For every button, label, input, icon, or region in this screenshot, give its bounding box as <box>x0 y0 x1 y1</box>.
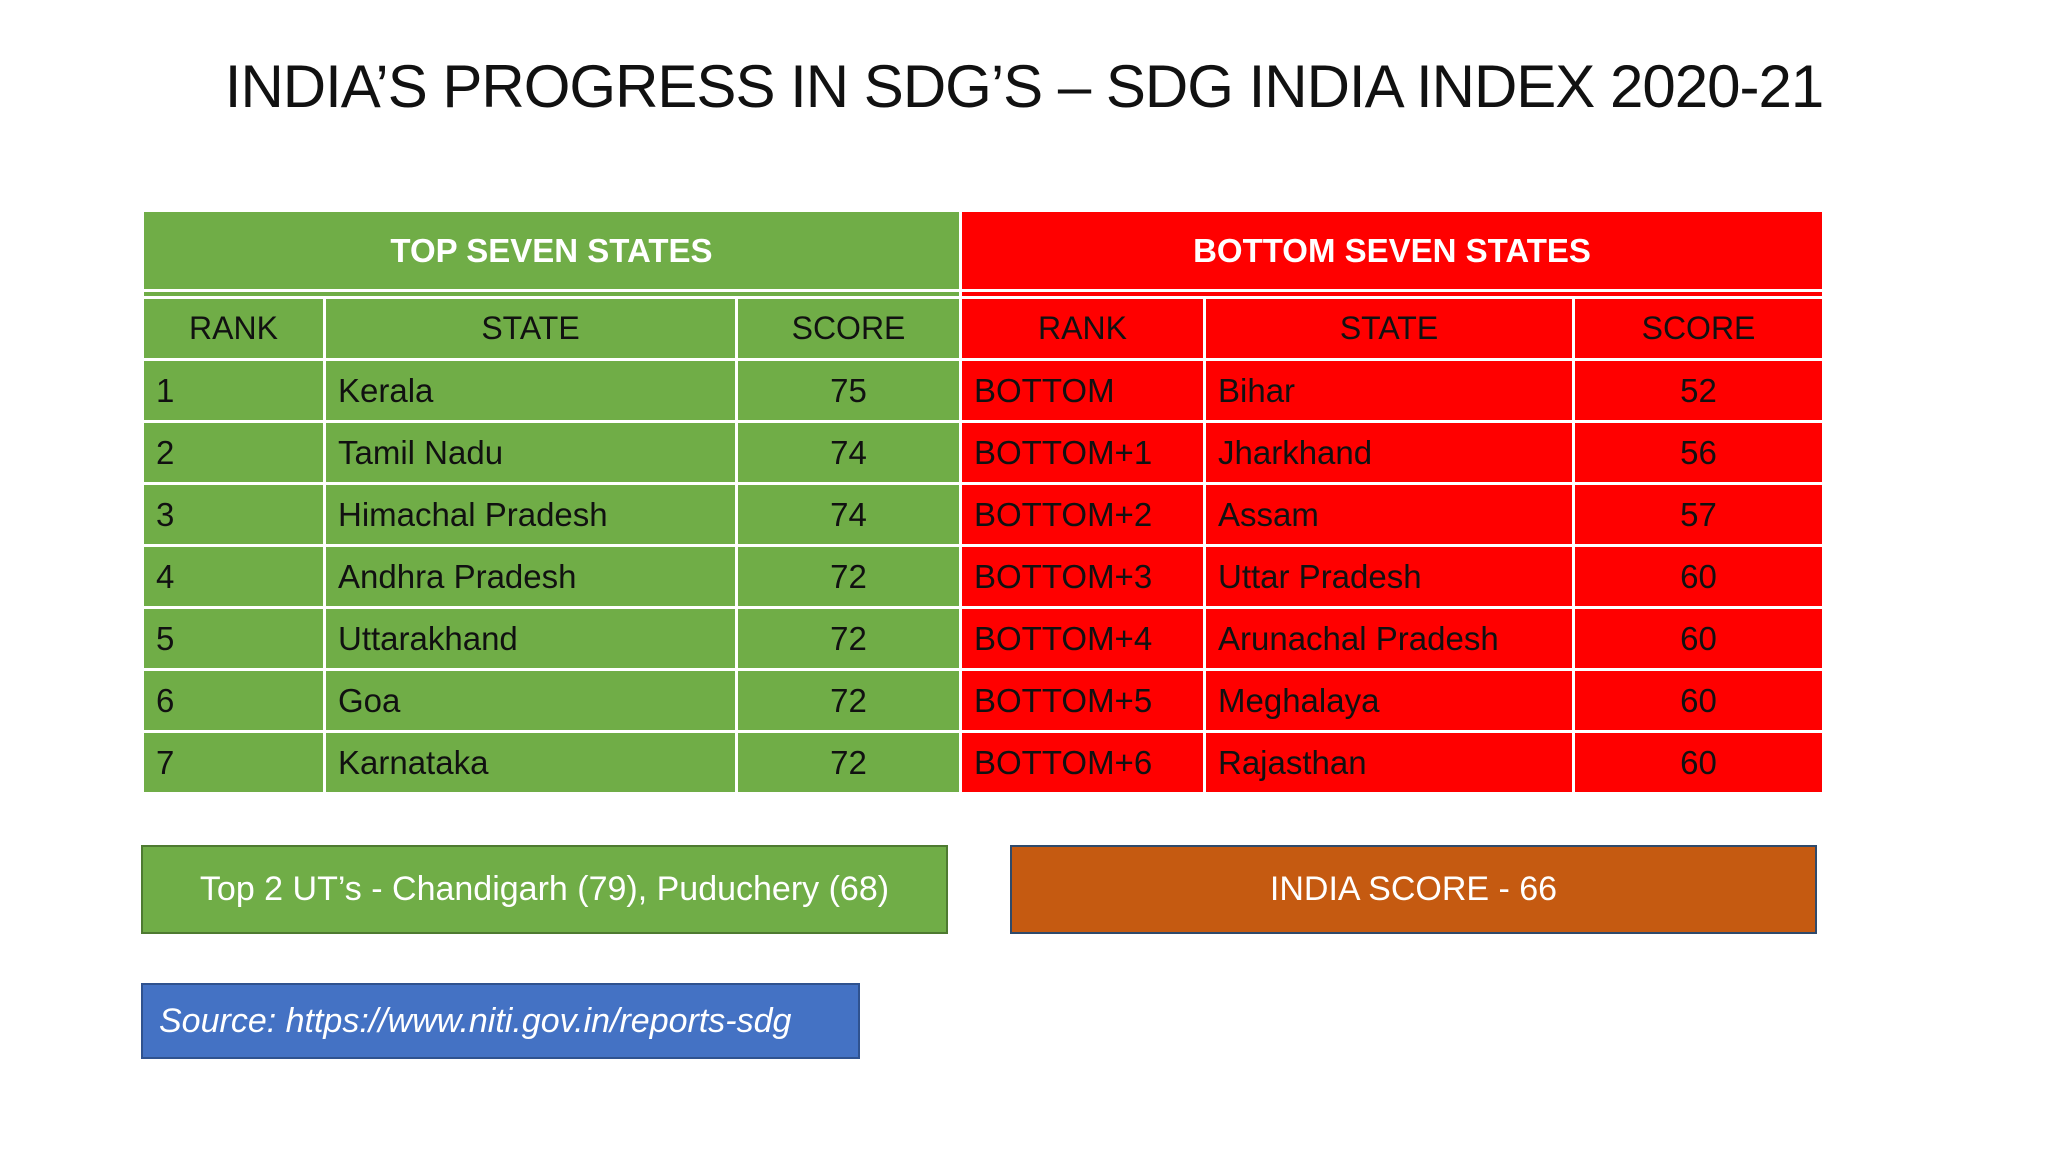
table-row: 6 Goa 72 BOTTOM+5 Meghalaya 60 <box>141 668 1825 733</box>
bottom-col-score: SCORE <box>1572 296 1825 361</box>
india-score-box: INDIA SCORE - 66 <box>1010 845 1817 934</box>
table-row: 5 Uttarakhand 72 BOTTOM+4 Arunachal Prad… <box>141 606 1825 671</box>
top-rank-cell: 4 <box>141 544 326 609</box>
bottom-score-cell: 56 <box>1572 420 1825 485</box>
table-row: 1 Kerala 75 BOTTOM Bihar 52 <box>141 358 1825 423</box>
bottom-col-state: STATE <box>1203 296 1575 361</box>
table-row: 7 Karnataka 72 BOTTOM+6 Rajasthan 60 <box>141 730 1825 795</box>
table-row: 4 Andhra Pradesh 72 BOTTOM+3 Uttar Prade… <box>141 544 1825 609</box>
bottom-score-cell: 60 <box>1572 730 1825 795</box>
top-state-cell: Himachal Pradesh <box>323 482 738 547</box>
top-col-score: SCORE <box>735 296 962 361</box>
bottom-state-cell: Arunachal Pradesh <box>1203 606 1575 671</box>
top-seven-heading: TOP SEVEN STATES <box>141 209 962 292</box>
top-state-cell: Kerala <box>323 358 738 423</box>
bottom-rank-cell: BOTTOM+3 <box>959 544 1206 609</box>
bottom-state-cell: Uttar Pradesh <box>1203 544 1575 609</box>
bottom-rank-cell: BOTTOM+5 <box>959 668 1206 733</box>
bottom-separator <box>959 290 1825 298</box>
top-rank-cell: 1 <box>141 358 326 423</box>
table-row: 2 Tamil Nadu 74 BOTTOM+1 Jharkhand 56 <box>141 420 1825 485</box>
top-state-cell: Karnataka <box>323 730 738 795</box>
bottom-score-cell: 60 <box>1572 606 1825 671</box>
source-note: Source: https://www.niti.gov.in/reports-… <box>141 983 860 1059</box>
top-score-cell: 72 <box>735 730 962 795</box>
top-score-cell: 72 <box>735 668 962 733</box>
bottom-score-cell: 52 <box>1572 358 1825 423</box>
top-rank-cell: 2 <box>141 420 326 485</box>
top-state-cell: Tamil Nadu <box>323 420 738 485</box>
table-row: 3 Himachal Pradesh 74 BOTTOM+2 Assam 57 <box>141 482 1825 547</box>
top-rank-cell: 5 <box>141 606 326 671</box>
top-separator <box>141 290 962 298</box>
sdg-ranking-table: TOP SEVEN STATES BOTTOM SEVEN STATES RAN… <box>141 209 1825 795</box>
top-score-cell: 74 <box>735 482 962 547</box>
bottom-col-rank: RANK <box>959 296 1206 361</box>
top-col-rank: RANK <box>141 296 326 361</box>
top-score-cell: 74 <box>735 420 962 485</box>
bottom-rank-cell: BOTTOM+2 <box>959 482 1206 547</box>
top-col-state: STATE <box>323 296 738 361</box>
bottom-score-cell: 60 <box>1572 668 1825 733</box>
top-rank-cell: 7 <box>141 730 326 795</box>
top-score-cell: 72 <box>735 544 962 609</box>
bottom-rank-cell: BOTTOM+4 <box>959 606 1206 671</box>
top-ut-note: Top 2 UT’s - Chandigarh (79), Puduchery … <box>141 845 948 934</box>
bottom-rank-cell: BOTTOM+1 <box>959 420 1206 485</box>
top-rank-cell: 6 <box>141 668 326 733</box>
bottom-seven-heading: BOTTOM SEVEN STATES <box>959 209 1825 292</box>
bottom-state-cell: Meghalaya <box>1203 668 1575 733</box>
slide-title: INDIA’S PROGRESS IN SDG’S – SDG INDIA IN… <box>224 53 1824 120</box>
bottom-state-cell: Rajasthan <box>1203 730 1575 795</box>
bottom-state-cell: Assam <box>1203 482 1575 547</box>
bottom-score-cell: 57 <box>1572 482 1825 547</box>
top-state-cell: Uttarakhand <box>323 606 738 671</box>
top-score-cell: 72 <box>735 606 962 671</box>
top-score-cell: 75 <box>735 358 962 423</box>
bottom-rank-cell: BOTTOM+6 <box>959 730 1206 795</box>
top-rank-cell: 3 <box>141 482 326 547</box>
top-state-cell: Goa <box>323 668 738 733</box>
bottom-rank-cell: BOTTOM <box>959 358 1206 423</box>
bottom-state-cell: Bihar <box>1203 358 1575 423</box>
bottom-score-cell: 60 <box>1572 544 1825 609</box>
top-state-cell: Andhra Pradesh <box>323 544 738 609</box>
bottom-state-cell: Jharkhand <box>1203 420 1575 485</box>
